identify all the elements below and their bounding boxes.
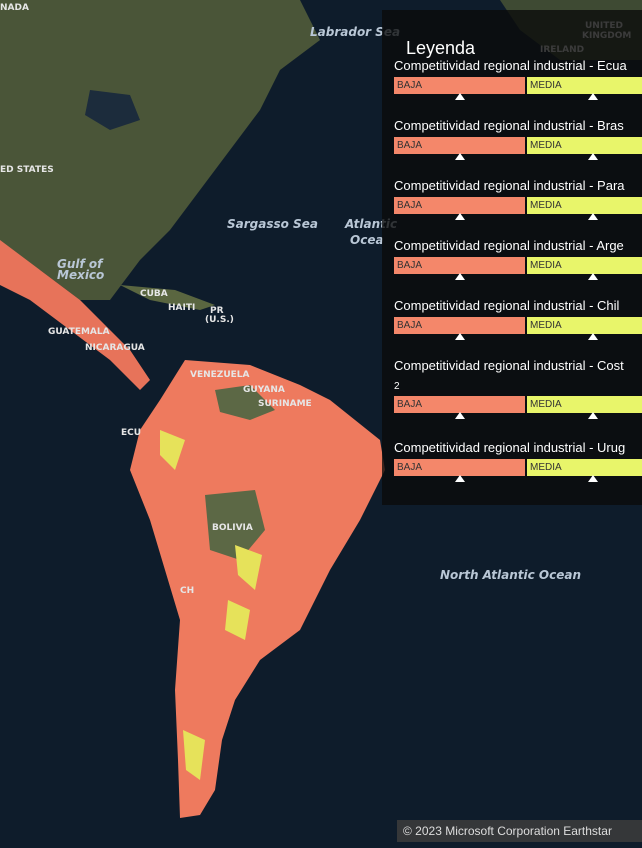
map-label: Ocea bbox=[350, 233, 384, 247]
scale-marker bbox=[588, 475, 598, 482]
scale-marker bbox=[455, 412, 465, 419]
scale-mid: MEDIA bbox=[527, 137, 642, 154]
caribbean bbox=[120, 285, 215, 310]
scale-marker bbox=[588, 273, 598, 280]
scale-marker bbox=[455, 333, 465, 340]
scale-marker bbox=[588, 153, 598, 160]
scale-marker bbox=[455, 153, 465, 160]
legend-scale: BAJA MEDIA bbox=[394, 257, 642, 280]
map-label: Mexico bbox=[57, 268, 104, 282]
legend-item: Competitividad regional industrial - Cos… bbox=[394, 358, 642, 419]
legend-item-title: Competitividad regional industrial - Chi… bbox=[394, 298, 620, 313]
scale-marker bbox=[455, 93, 465, 100]
scale-mid: MEDIA bbox=[527, 257, 642, 274]
legend-item-title: Competitividad regional industrial - Ecu… bbox=[394, 58, 627, 73]
legend-item-note: 2 bbox=[394, 381, 400, 392]
south-america bbox=[130, 360, 385, 818]
map-label: Gulf of bbox=[57, 257, 104, 271]
north-america bbox=[0, 0, 320, 300]
legend-item-title: Competitividad regional industrial - Arg… bbox=[394, 238, 624, 253]
map-label: VENEZUELA bbox=[190, 370, 250, 380]
legend-item-title: Competitividad regional industrial - Par… bbox=[394, 178, 625, 193]
legend-item: Competitividad regional industrial - Bra… bbox=[394, 118, 642, 160]
map-label: Labrador Sea bbox=[310, 25, 400, 39]
legend-item: Competitividad regional industrial - Ecu… bbox=[394, 58, 642, 100]
scale-marker bbox=[588, 412, 598, 419]
map-label: PR bbox=[210, 306, 224, 316]
legend-item-title: Competitividad regional industrial - Uru… bbox=[394, 440, 626, 455]
scale-low: BAJA bbox=[394, 317, 525, 334]
scale-low: BAJA bbox=[394, 459, 525, 476]
map-label: Sargasso Sea bbox=[227, 217, 318, 231]
legend-item: Competitividad regional industrial - Arg… bbox=[394, 238, 642, 280]
legend-scale: BAJA MEDIA bbox=[394, 137, 642, 160]
bolivia-area bbox=[205, 490, 265, 560]
scale-mid: MEDIA bbox=[527, 459, 642, 476]
scale-marker bbox=[455, 273, 465, 280]
scale-mid: MEDIA bbox=[527, 396, 642, 413]
legend-item: Competitividad regional industrial - Par… bbox=[394, 178, 642, 220]
legend-scale: BAJA MEDIA bbox=[394, 197, 642, 220]
legend-scale: BAJA MEDIA bbox=[394, 317, 642, 340]
attribution: © 2023 Microsoft Corporation Earthstar bbox=[397, 820, 642, 842]
legend-item-title: Competitividad regional industrial - Cos… bbox=[394, 358, 624, 373]
scale-low: BAJA bbox=[394, 396, 525, 413]
scale-marker bbox=[588, 333, 598, 340]
legend-item: Competitividad regional industrial - Chi… bbox=[394, 298, 642, 340]
map-label: GUYANA bbox=[243, 385, 285, 395]
scale-low: BAJA bbox=[394, 137, 525, 154]
map-label: ECU bbox=[121, 428, 141, 438]
scale-low: BAJA bbox=[394, 257, 525, 274]
medium-zones bbox=[160, 430, 262, 780]
scale-marker bbox=[455, 213, 465, 220]
map-label: (U.S.) bbox=[205, 315, 234, 325]
scale-marker bbox=[588, 93, 598, 100]
legend-title: Leyenda bbox=[406, 38, 476, 58]
map-label: CUBA bbox=[140, 289, 168, 299]
scale-mid: MEDIA bbox=[527, 197, 642, 214]
legend-item-title: Competitividad regional industrial - Bra… bbox=[394, 118, 624, 133]
scale-mid: MEDIA bbox=[527, 317, 642, 334]
great-lakes bbox=[85, 90, 140, 130]
map-label: North Atlantic Ocean bbox=[440, 568, 581, 582]
scale-low: BAJA bbox=[394, 77, 525, 94]
scale-low: BAJA bbox=[394, 197, 525, 214]
map-label: HAITI bbox=[168, 303, 195, 313]
legend-scale: BAJA MEDIA bbox=[394, 459, 642, 482]
scale-mid: MEDIA bbox=[527, 77, 642, 94]
venezuela-area bbox=[215, 385, 275, 420]
central-america bbox=[0, 240, 150, 390]
legend-scale: BAJA MEDIA bbox=[394, 77, 642, 100]
map-label: NICARAGUA bbox=[85, 343, 145, 353]
map-label: NADA bbox=[0, 3, 29, 13]
scale-marker bbox=[588, 213, 598, 220]
scale-marker bbox=[455, 475, 465, 482]
legend-item: Competitividad regional industrial - Uru… bbox=[394, 440, 642, 482]
map-label: GUATEMALA bbox=[48, 327, 110, 337]
map-label: ED STATES bbox=[0, 165, 54, 175]
legend-scale: BAJA MEDIA bbox=[394, 396, 642, 419]
map-label: CH bbox=[180, 586, 194, 596]
map-label: SURINAME bbox=[258, 399, 312, 409]
map-label: BOLIVIA bbox=[212, 523, 253, 533]
legend: Leyenda Competitividad regional industri… bbox=[382, 10, 642, 505]
